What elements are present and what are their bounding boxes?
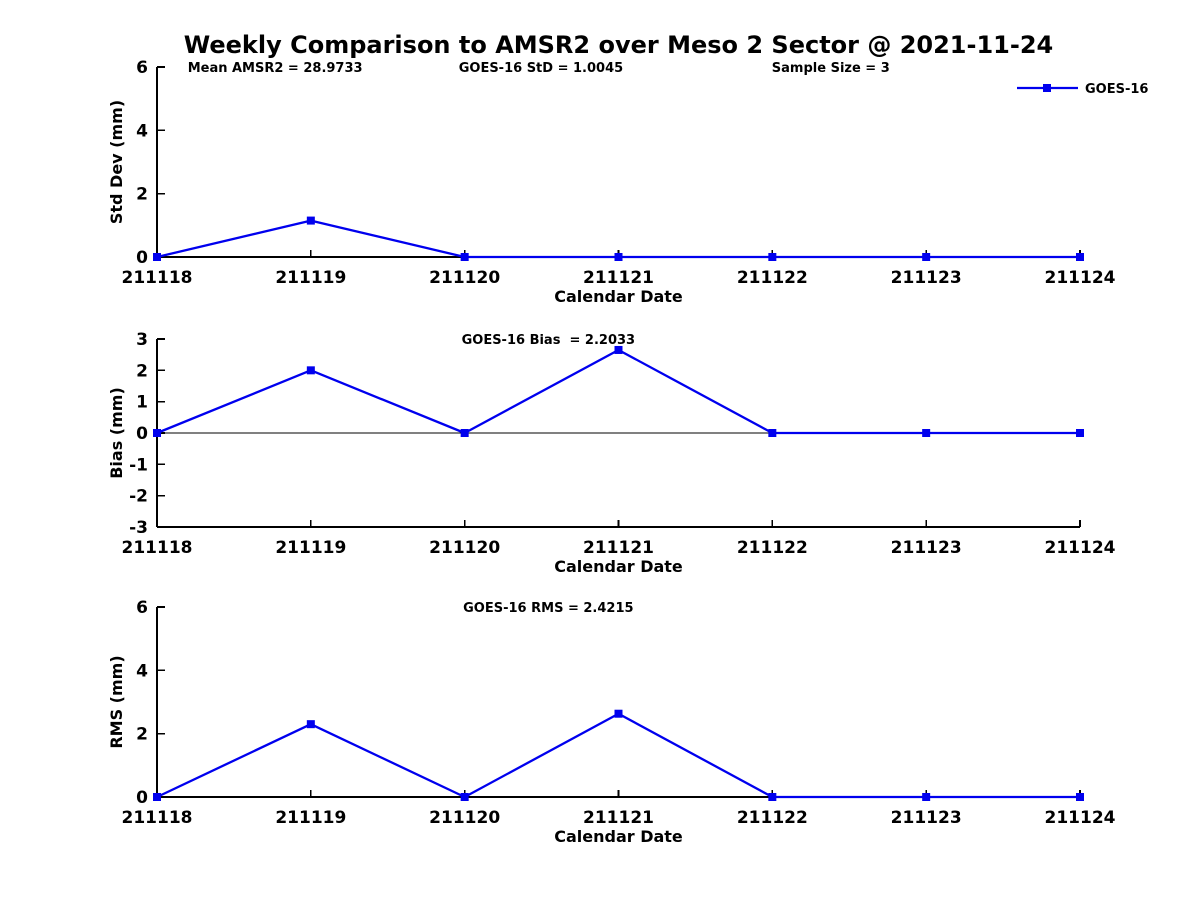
bias-y-tick-label: -1 [129,455,148,475]
rms-x-axis-title: Calendar Date [554,827,683,846]
rms-x-tick-label: 211120 [429,808,500,828]
bias-x-tick-label: 211120 [429,538,500,558]
rms-series-marker [306,720,315,729]
bias-series-line [156,348,1080,435]
bias-y-tick-label: 2 [136,361,148,381]
bias-series-marker [768,429,777,437]
std-dev-x-tick-label: 211124 [1045,268,1116,288]
std-dev-series-marker [614,253,623,261]
std-dev-y-tick-label: 0 [136,248,148,268]
std-dev-y-tick-label: 2 [136,185,148,205]
rms-x-tick-label: 211122 [737,808,808,828]
bias-series-marker [922,429,931,437]
std-dev-x-tick-label: 211123 [891,268,962,288]
bias-series-marker [614,345,623,354]
std-dev-x-tick-label: 211118 [122,268,193,288]
rms-x-tick-label: 211119 [275,808,346,828]
bias-x-axis-title: Calendar Date [554,557,683,576]
bias-x-tick-label: 211122 [737,538,808,558]
std-dev-y-tick-label: 4 [136,121,148,141]
bias-x-tick-label: 211118 [122,538,193,558]
rms-series-marker [614,709,623,718]
std-dev-series-marker [306,216,315,225]
std-dev-x-tick-label: 211119 [275,268,346,288]
rms-y-axis-title: RMS (mm) [107,655,126,748]
rms-x-tick-label: 211121 [583,808,654,828]
bias-series-marker [153,429,161,437]
std-dev-series-marker [768,253,777,261]
std-dev-annotation: GOES-16 StD = 1.0045 [459,61,623,76]
bias-series-marker [1076,429,1084,437]
legend-label: GOES-16 [1085,82,1148,97]
rms-y-tick-label: 2 [136,725,148,745]
std-dev-x-axis-title: Calendar Date [554,287,683,306]
rms-x-tick-label: 211124 [1045,808,1116,828]
std-dev-series-marker [1076,253,1084,261]
std-dev-series-marker [460,253,469,261]
rms-y-tick-label: 4 [136,661,148,681]
bias-y-tick-label: 0 [136,424,148,444]
bias-x-tick-label: 211121 [583,538,654,558]
bias-series-marker [460,429,469,437]
rms-series-marker [1076,793,1084,801]
bias-y-tick-label: 1 [136,393,148,413]
bias-x-tick-label: 211124 [1045,538,1116,558]
std-dev-y-axis-title: Std Dev (mm) [107,100,126,224]
std-dev-series-marker [153,253,161,261]
std-dev-series-marker [922,253,931,261]
std-dev-x-tick-label: 211122 [737,268,808,288]
std-dev-x-tick-label: 211120 [429,268,500,288]
rms-y-tick-label: 0 [136,788,148,808]
bias-x-tick-label: 211119 [275,538,346,558]
rms-series-marker [153,793,161,801]
figure-title: Weekly Comparison to AMSR2 over Meso 2 S… [183,31,1054,59]
rms-series-marker [460,793,469,801]
rms-series-marker [768,793,777,801]
rms-y-tick-label: 6 [136,598,148,618]
bias-y-tick-label: -2 [129,487,148,507]
rms-x-tick-label: 211123 [891,808,962,828]
bias-x-tick-label: 211123 [891,538,962,558]
bias-y-tick-label: 3 [136,330,148,350]
rms-series-marker [922,793,931,801]
std-dev-annotation: Mean AMSR2 = 28.9733 [188,61,363,76]
rms-x-tick-label: 211118 [122,808,193,828]
std-dev-x-tick-label: 211121 [583,268,654,288]
legend-marker-sample [1043,84,1051,92]
bias-series-marker [306,366,315,375]
rms-annotation: GOES-16 RMS = 2.4215 [463,601,633,616]
rms-series-line [156,712,1080,799]
bias-y-axis-title: Bias (mm) [107,387,126,479]
bias-annotation: GOES-16 Bias = 2.2033 [462,333,636,348]
std-dev-annotation: Sample Size = 3 [772,61,890,76]
bias-y-tick-label: -3 [129,518,148,538]
std-dev-y-tick-label: 6 [136,58,148,78]
